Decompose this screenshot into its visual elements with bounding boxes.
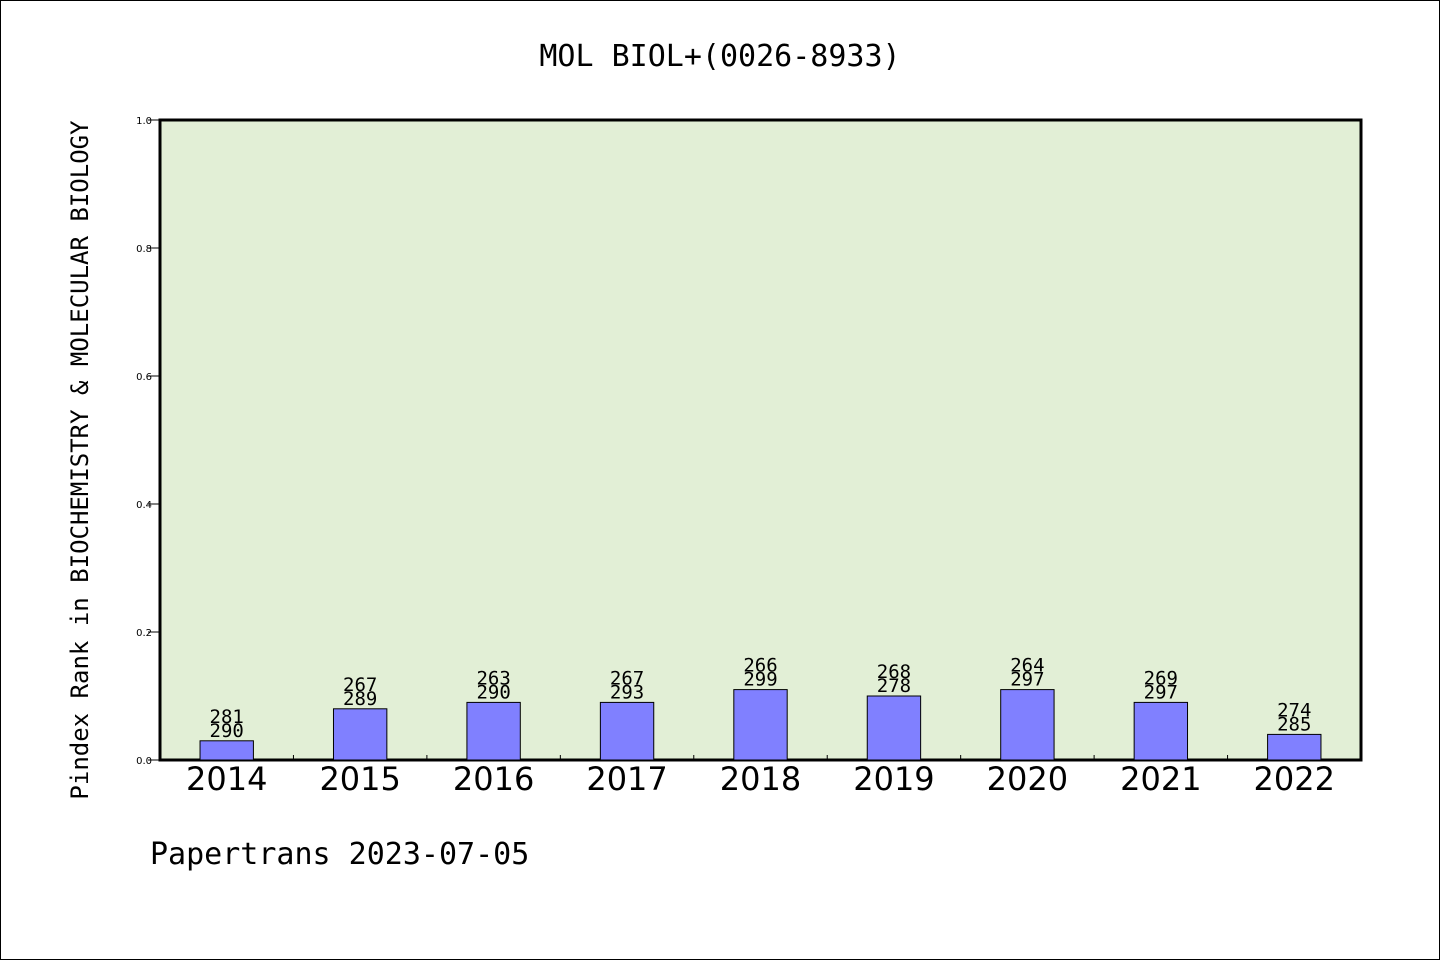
bar-rank-label: 274: [1277, 699, 1311, 721]
bar-total-label: 297: [1144, 681, 1178, 703]
bar-rank-label: 267: [610, 667, 644, 689]
bar-total-label: 299: [743, 669, 777, 691]
bar: [1267, 733, 1322, 761]
y-axis-label: Pindex Rank in BIOCHEMISTRY & MOLECULAR …: [66, 120, 94, 800]
x-tick-label: 2021: [1120, 760, 1201, 798]
bar-rank-label: 266: [743, 655, 777, 677]
bar-total-label: 285: [1277, 713, 1311, 735]
bar-total-label: 293: [610, 681, 644, 703]
bar: [199, 740, 254, 761]
x-tick-label: 2017: [586, 760, 667, 798]
bar-total-label: 290: [476, 681, 510, 703]
bar-total-label: 290: [210, 720, 244, 742]
x-tick-label: 2018: [720, 760, 801, 798]
chart-title: MOL BIOL+(0026-8933): [539, 39, 900, 74]
x-tick-label: 2015: [319, 760, 400, 798]
y-tick-label: 1.0: [136, 116, 152, 127]
bar-rank-label: 268: [877, 661, 911, 683]
y-tick-label: 0.2: [136, 628, 152, 639]
bar-rank-label: 269: [1144, 667, 1178, 689]
bar: [733, 689, 788, 761]
bar-total-label: 289: [343, 688, 377, 710]
x-tick-label: 2016: [453, 760, 534, 798]
bar-rank-label: 263: [476, 667, 510, 689]
x-tick-label: 2022: [1254, 760, 1335, 798]
x-tick-label: 2019: [853, 760, 934, 798]
x-tick-label: 2020: [987, 760, 1068, 798]
plot-area: [158, 118, 1363, 762]
y-tick-label: 0.8: [136, 244, 152, 255]
bar-rank-label: 281: [210, 706, 244, 728]
bar: [466, 701, 521, 761]
footer-text: Papertrans 2023-07-05: [150, 837, 529, 872]
y-axis: 0.0 0.2 0.4 0.6 0.8 1.0: [136, 116, 160, 767]
bar-rank-label: 264: [1010, 655, 1044, 677]
bar: [599, 701, 655, 761]
bar: [1000, 689, 1055, 761]
x-axis: 2014 2015 2016 2017 2018 2019 2020 2021 2022: [186, 755, 1335, 798]
bar: [866, 695, 922, 761]
bar-rank-label: 267: [343, 674, 377, 696]
y-tick-label: 0.4: [136, 500, 152, 511]
bar-total-label: 297: [1010, 669, 1044, 691]
y-tick-label: 0.0: [136, 756, 152, 767]
bar-total-label: 278: [877, 675, 911, 697]
y-tick-label: 0.6: [136, 372, 152, 383]
bar: [1133, 701, 1189, 761]
bar: [332, 708, 388, 761]
x-tick-label: 2014: [186, 760, 267, 798]
